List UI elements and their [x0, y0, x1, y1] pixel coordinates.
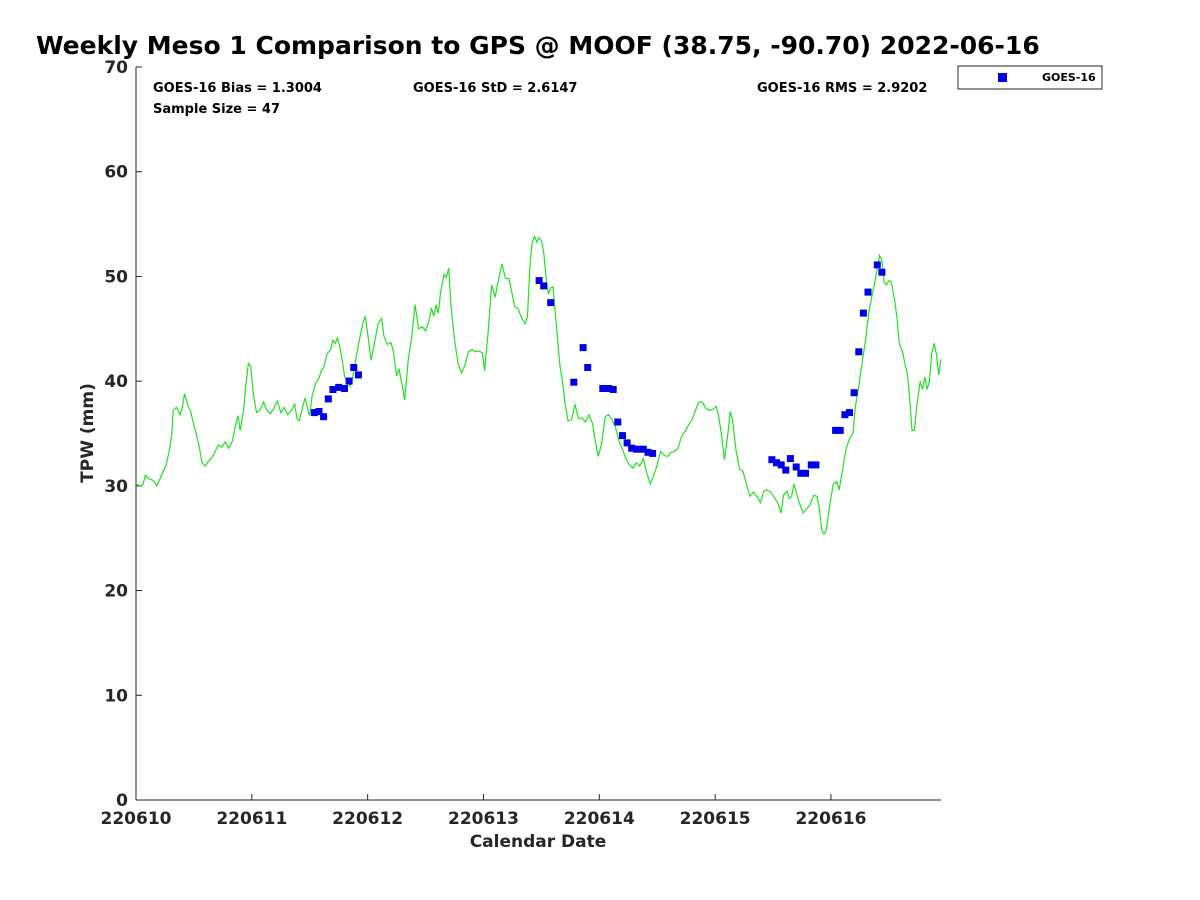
goes16-point	[649, 449, 657, 457]
goes16-point	[841, 411, 849, 419]
goes16-point	[584, 364, 592, 371]
goes16-point	[623, 439, 631, 447]
goes16-point	[350, 364, 358, 371]
goes16-point	[797, 469, 805, 477]
goes16-point	[836, 426, 844, 434]
goes16-point	[341, 385, 348, 392]
y-tick-label: 50	[104, 267, 128, 287]
sample-size-annotation: Sample Size = 47	[153, 102, 280, 117]
goes16-point	[777, 461, 785, 469]
y-tick-label: 40	[104, 372, 128, 392]
plot-area	[135, 67, 941, 801]
y-tick-label: 60	[104, 163, 128, 183]
goes16-point	[599, 385, 607, 392]
rms-annotation: GOES-16 RMS = 2.9202	[757, 81, 927, 96]
legend-marker-goes16	[998, 73, 1007, 82]
stats-annotations: GOES-16 Bias = 1.3004 GOES-16 StD = 2.61…	[153, 81, 927, 117]
x-ticks: 220610 220611 220612 220613 220614 220615 2206…	[101, 794, 866, 829]
x-tick-label: 220610	[101, 809, 172, 829]
goes16-point	[315, 408, 323, 415]
y-tick-label: 0	[116, 791, 128, 811]
std-annotation: GOES-16 StD = 2.6147	[413, 81, 577, 96]
goes16-point	[873, 261, 881, 269]
x-tick-label: 220613	[448, 809, 519, 829]
x-tick-label: 220616	[795, 809, 866, 829]
goes16-point	[547, 299, 555, 307]
goes16-point	[354, 371, 362, 379]
goes16-point	[605, 385, 613, 392]
goes16-point	[324, 395, 332, 403]
goes16-point	[535, 277, 543, 285]
y-tick-label: 20	[104, 582, 128, 602]
goes16-point	[768, 456, 776, 464]
goes16-point	[807, 461, 815, 469]
goes16-tpw-series	[310, 261, 886, 477]
legend-label-goes16: GOES-16	[1042, 71, 1096, 84]
goes16-point	[832, 426, 840, 434]
goes16-point	[619, 432, 626, 440]
goes16-point	[802, 469, 809, 477]
goes16-point	[329, 386, 337, 393]
goes16-point	[855, 348, 863, 356]
chart-title: Weekly Meso 1 Comparison to GPS @ MOOF (…	[36, 31, 1040, 60]
goes16-point	[335, 383, 343, 391]
y-tick-label: 30	[104, 477, 128, 497]
goes16-point	[782, 466, 790, 474]
gps-tpw-series	[135, 235, 942, 536]
goes16-point	[632, 445, 640, 453]
goes16-point	[540, 282, 548, 290]
goes16-point	[345, 377, 353, 385]
goes16-point	[786, 455, 794, 463]
goes16-point	[639, 445, 647, 453]
x-tick-label: 220614	[564, 809, 635, 829]
x-tick-label: 220615	[680, 809, 751, 829]
y-tick-label: 10	[104, 686, 128, 706]
y-axis-label: TPW (mm)	[78, 383, 98, 483]
legend-box	[957, 65, 1103, 90]
goes16-point	[614, 418, 622, 426]
goes16-point	[878, 268, 886, 276]
goes16-point	[773, 459, 780, 467]
gps-tpw-line	[135, 235, 942, 536]
goes16-point	[812, 461, 820, 469]
x-tick-label: 220611	[216, 809, 287, 829]
goes16-point	[570, 378, 578, 386]
goes16-point	[864, 288, 872, 296]
goes16-point	[846, 409, 853, 417]
goes16-point	[320, 413, 328, 421]
bias-annotation: GOES-16 Bias = 1.3004	[153, 81, 322, 96]
goes16-point	[850, 389, 858, 397]
x-tick-label: 220612	[332, 809, 403, 829]
y-ticks: 0 10 20 30 40 50 60 70	[104, 58, 142, 811]
legend: GOES-16	[957, 65, 1103, 90]
goes16-point	[609, 386, 617, 393]
y-tick-label: 70	[104, 58, 128, 78]
goes16-point	[859, 309, 867, 317]
goes16-point	[310, 409, 318, 417]
x-axis-label: Calendar Date	[470, 832, 607, 852]
goes16-point	[628, 444, 636, 452]
axes-box	[136, 67, 941, 800]
goes16-point	[644, 448, 652, 456]
goes16-point	[579, 344, 587, 352]
goes16-point	[792, 463, 800, 471]
